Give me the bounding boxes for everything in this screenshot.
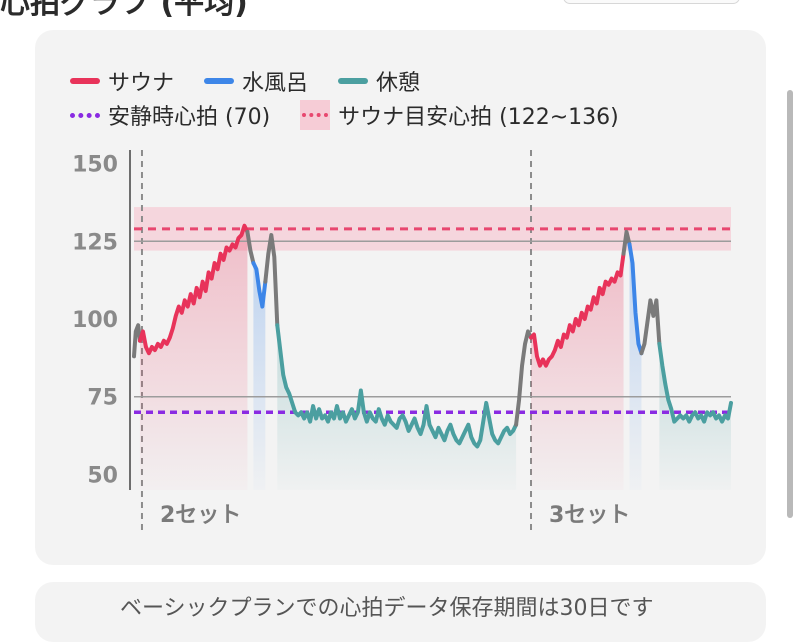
sauna-line-swatch: [70, 78, 100, 84]
area-sauna-1: [139, 225, 248, 490]
heart-rate-line-rest-11: [657, 341, 733, 424]
heart-rate-chart: 150 125 100 75 50 2セット 3セット: [72, 150, 733, 532]
set-label-2: 2セット: [160, 503, 241, 528]
legend-cold-bath-label: 水風呂: [242, 71, 309, 96]
heart-rate-line-sauna-7: [529, 251, 626, 368]
heart-rate-line-cold-bath-3: [251, 261, 268, 309]
heart-rate-line-transition-0: [132, 323, 142, 359]
legend-sauna-target-label: サウナ目安心拍 (122~136): [338, 105, 619, 130]
heart-rate-line-transition-4: [263, 233, 280, 328]
y-tick-label-50: 50: [87, 463, 118, 488]
legend-resting-hr: 安静時心拍 (70): [70, 99, 270, 131]
area-cold-bath-3: [253, 263, 266, 490]
area-cold-bath-9: [629, 244, 642, 490]
y-tick-label-100: 100: [72, 308, 118, 333]
plan-notice-card: ベーシックプランでの心拍データ保存期間は30日です: [35, 582, 766, 642]
legend-rest-label: 休憩: [376, 71, 421, 96]
area-rest-11: [659, 343, 731, 490]
cold-bath-line-swatch: [204, 78, 235, 84]
plan-notice-text: ベーシックプランでの心拍データ保存期間は30日です: [120, 596, 654, 621]
chart-legend: サウナ 水風呂 休憩 安静時心拍 (70) サウナ目安心拍 (122~136): [70, 64, 649, 132]
area-sauna-7: [531, 253, 624, 490]
heart-rate-line-transition-8: [621, 229, 632, 256]
sauna-target-band-swatch: [300, 100, 331, 130]
set-label-3: 3セット: [549, 503, 630, 528]
heart-rate-line-sauna-1: [137, 223, 250, 356]
heart-rate-line-transition-10: [639, 298, 662, 356]
legend-resting-hr-label: 安静時心拍 (70): [108, 105, 271, 130]
legend-sauna-label: サウナ: [108, 71, 175, 96]
page-title: 心拍グラフ (平均): [0, 0, 248, 21]
resting-hr-dotted-swatch: [70, 112, 100, 118]
legend-sauna: サウナ: [70, 65, 174, 97]
heart-rate-line-rest-5: [275, 323, 519, 449]
area-rest-5: [277, 325, 517, 490]
y-tick-label-125: 125: [72, 230, 118, 255]
rest-line-swatch: [338, 78, 369, 84]
heart-rate-line-transition-2: [245, 229, 256, 266]
legend-sauna-target: サウナ目安心拍 (122~136): [300, 99, 619, 131]
heart-rate-line-cold-bath-9: [627, 242, 644, 356]
legend-rest: 休憩: [338, 65, 420, 97]
legend-cold-bath: 水風呂: [204, 65, 308, 97]
y-tick-label-75: 75: [87, 386, 118, 411]
heart-rate-line-transition-6: [514, 329, 534, 427]
vertical-scrollbar[interactable]: [787, 90, 793, 518]
y-tick-label-150: 150: [72, 153, 118, 178]
